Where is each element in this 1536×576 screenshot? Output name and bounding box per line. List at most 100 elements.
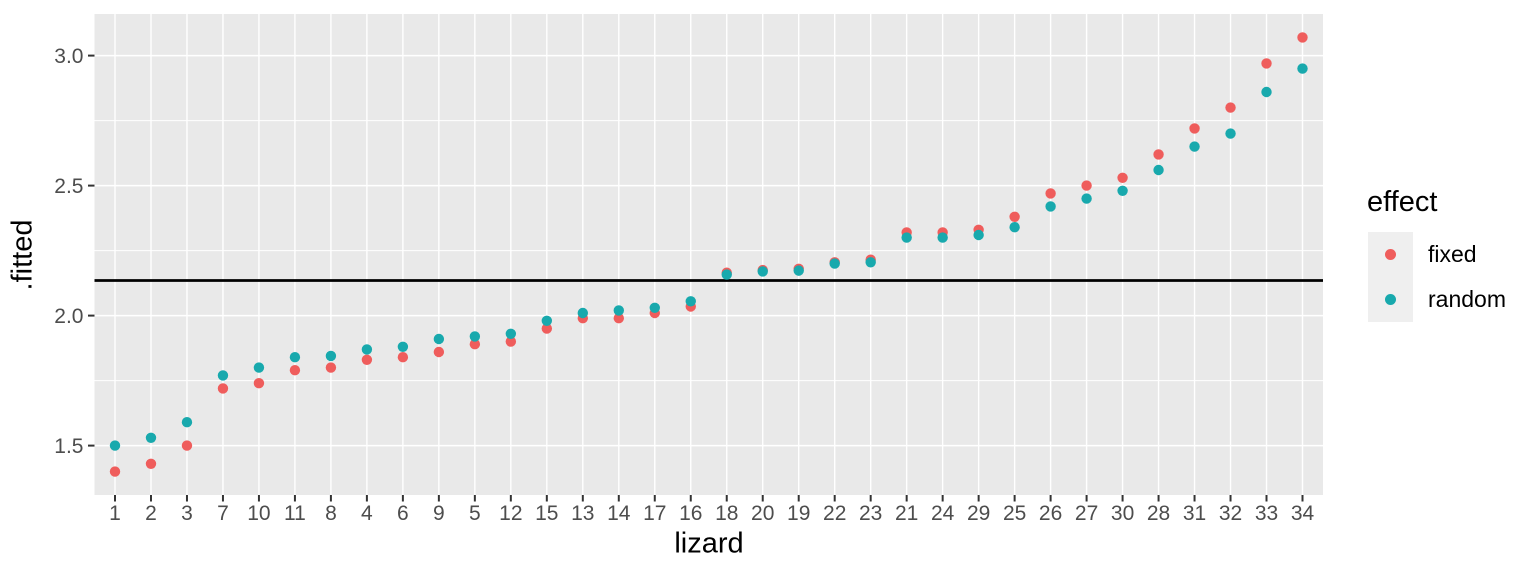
point-random-13 <box>577 307 589 319</box>
x-tick-label: 14 <box>607 502 631 525</box>
x-tick-label: 28 <box>1147 502 1170 525</box>
point-random-25 <box>1009 222 1020 233</box>
x-tick-label: 17 <box>643 502 666 525</box>
point-random-26 <box>1045 201 1056 212</box>
y-tick-label: 1.5 <box>54 435 83 458</box>
x-tick-label: 7 <box>217 502 229 525</box>
point-random-8 <box>325 350 337 362</box>
point-fixed-32 <box>1225 102 1236 113</box>
point-fixed-5 <box>469 339 481 350</box>
point-random-14 <box>613 305 624 316</box>
x-tick-label: 9 <box>433 502 445 525</box>
point-fixed-25 <box>1009 211 1020 222</box>
point-random-27 <box>1081 193 1092 204</box>
point-random-22 <box>829 258 840 269</box>
point-fixed-3 <box>181 440 193 451</box>
point-fixed-8 <box>325 362 337 373</box>
legend-keys: fixed random <box>1368 232 1506 322</box>
x-tick-label: 4 <box>361 502 373 525</box>
point-random-1 <box>109 440 121 451</box>
point-fixed-33 <box>1261 58 1272 69</box>
point-random-24 <box>937 232 948 243</box>
x-tick-label: 24 <box>931 502 955 525</box>
x-tick-label: 26 <box>1039 502 1062 525</box>
point-fixed-7 <box>217 383 229 394</box>
point-fixed-34 <box>1297 32 1308 43</box>
legend-label-random: random <box>1428 286 1506 312</box>
y-tick-label: 2.5 <box>54 175 83 198</box>
point-random-17 <box>649 302 660 313</box>
y-axis-title: .fitted <box>6 219 39 291</box>
legend-label-fixed: fixed <box>1428 241 1477 267</box>
legend-item-random: random <box>1368 277 1506 322</box>
point-random-3 <box>181 417 193 428</box>
point-random-2 <box>145 432 157 443</box>
point-random-32 <box>1225 128 1236 139</box>
point-fixed-10 <box>253 378 265 389</box>
x-tick-label: 16 <box>679 502 702 525</box>
y-tick-label: 2.0 <box>54 305 83 328</box>
point-fixed-28 <box>1153 149 1164 160</box>
point-random-29 <box>973 229 984 241</box>
point-fixed-12 <box>505 336 517 347</box>
point-fixed-31 <box>1189 123 1200 134</box>
x-tick-label: 32 <box>1219 502 1242 525</box>
x-tick-label: 18 <box>715 502 738 525</box>
x-tick-label: 22 <box>823 502 846 525</box>
point-fixed-6 <box>397 352 409 363</box>
point-fixed-30 <box>1117 172 1128 183</box>
point-random-20 <box>757 266 768 277</box>
point-random-30 <box>1117 185 1128 196</box>
point-random-11 <box>289 352 301 363</box>
point-random-4 <box>361 344 373 355</box>
x-tick-label: 12 <box>499 502 522 525</box>
x-tick-label: 6 <box>397 502 409 525</box>
x-tick-label: 10 <box>247 502 270 525</box>
point-random-19 <box>793 265 804 276</box>
point-random-31 <box>1189 141 1200 152</box>
x-tick-label: 29 <box>967 502 990 525</box>
point-random-33 <box>1261 86 1272 98</box>
point-random-28 <box>1153 164 1164 176</box>
point-fixed-14 <box>613 313 624 324</box>
point-fixed-9 <box>433 346 445 358</box>
x-tick-label: 8 <box>325 502 337 525</box>
x-tick-label: 27 <box>1075 502 1098 525</box>
point-fixed-15 <box>541 323 553 334</box>
point-random-34 <box>1297 63 1308 74</box>
x-tick-label: 34 <box>1291 502 1315 525</box>
x-tick-label: 23 <box>859 502 882 525</box>
point-random-7 <box>217 370 229 381</box>
legend-title: effect <box>1367 186 1438 218</box>
legend-key-box-random <box>1368 277 1413 322</box>
x-tick-label: 33 <box>1255 502 1278 525</box>
point-fixed-4 <box>361 354 373 365</box>
point-random-5 <box>469 331 481 342</box>
point-random-15 <box>541 315 553 326</box>
point-random-21 <box>901 232 912 243</box>
point-random-10 <box>253 362 265 373</box>
legend-key-box-fixed <box>1368 232 1413 277</box>
plot-panel <box>94 14 1323 495</box>
x-tick-label: 15 <box>535 502 558 525</box>
x-tick-label: 31 <box>1183 502 1206 525</box>
x-tick-label: 30 <box>1111 502 1134 525</box>
point-random-18 <box>721 269 732 280</box>
x-axis-title: lizard <box>674 527 744 560</box>
point-fixed-11 <box>289 365 301 376</box>
point-fixed-1 <box>109 466 121 477</box>
point-random-12 <box>505 328 517 339</box>
x-tick-label: 21 <box>895 502 918 525</box>
x-tick-label: 13 <box>571 502 594 525</box>
y-tick-label: 3.0 <box>54 45 83 68</box>
x-tick-label: 2 <box>145 502 157 525</box>
legend: effect fixed random <box>1367 186 1506 322</box>
x-tick-label: 5 <box>469 502 481 525</box>
point-random-23 <box>865 257 876 268</box>
x-tick-label: 25 <box>1003 502 1026 525</box>
x-tick-label: 20 <box>751 502 774 525</box>
point-fixed-2 <box>145 458 157 469</box>
x-tick-label: 1 <box>109 502 121 525</box>
random-dot-icon <box>1385 294 1396 305</box>
